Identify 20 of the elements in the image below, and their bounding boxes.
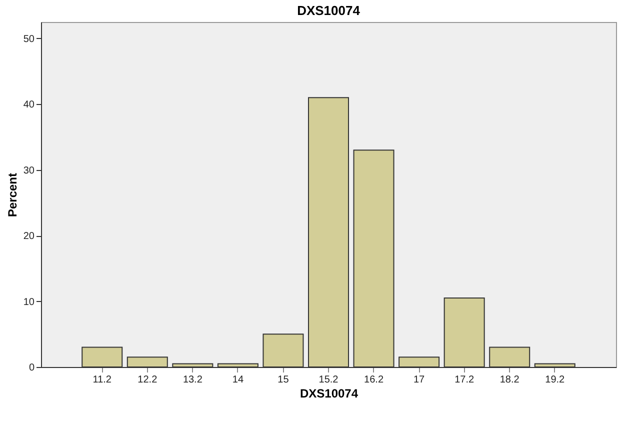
x-tick-label: 19.2 (545, 374, 566, 386)
x-tick-label: 14 (232, 374, 244, 386)
y-axis-title: Percent (5, 172, 20, 218)
x-tick-label: 15 (278, 374, 290, 386)
x-tick-label: 17 (413, 374, 426, 386)
y-tick-label: 40 (23, 100, 35, 111)
y-tick-label: 10 (23, 296, 35, 308)
chart-title: DXS10074 (297, 3, 361, 18)
y-tick-label: 20 (23, 231, 35, 242)
y-tick-label: 0 (28, 362, 35, 374)
x-tick-label: 17.2 (454, 374, 474, 386)
x-tick-label: 11.2 (92, 374, 112, 386)
y-tick-label: 30 (23, 165, 35, 176)
x-tick-label: 18.2 (500, 374, 520, 386)
x-tick-label: 15.2 (318, 374, 339, 386)
x-tick-label: 16.2 (364, 374, 384, 386)
x-tick-label: 12.2 (138, 374, 158, 386)
x-axis-title: DXS10074 (300, 386, 358, 400)
y-tick-label: 50 (23, 34, 35, 45)
x-tick-label: 13.2 (182, 374, 203, 386)
